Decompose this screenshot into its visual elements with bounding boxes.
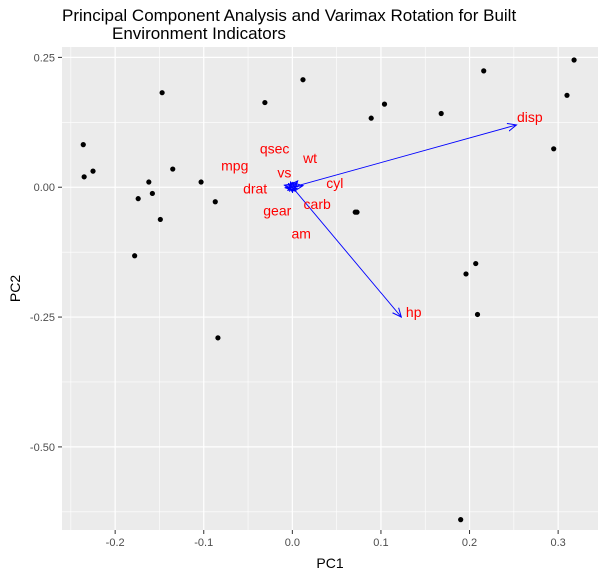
loading-label-mpg: mpg bbox=[221, 157, 248, 173]
score-point bbox=[90, 168, 96, 174]
score-point bbox=[132, 253, 138, 259]
y-tick-label: 0.00 bbox=[34, 182, 55, 194]
score-point bbox=[381, 101, 388, 107]
score-point bbox=[81, 174, 87, 180]
score-point bbox=[463, 271, 469, 277]
score-point bbox=[368, 115, 374, 121]
score-point bbox=[135, 196, 141, 202]
x-tick-label: -0.1 bbox=[194, 537, 213, 549]
y-axis-title: PC2 bbox=[7, 275, 23, 302]
score-point bbox=[481, 68, 487, 74]
loading-arrow-disp bbox=[292, 125, 516, 188]
x-tick-label: 0.1 bbox=[373, 537, 388, 549]
score-point bbox=[170, 166, 176, 172]
score-point bbox=[473, 260, 479, 267]
score-point bbox=[571, 57, 577, 63]
loading-label-gear: gear bbox=[263, 203, 291, 219]
grid-minor bbox=[62, 47, 598, 530]
score-point bbox=[474, 311, 481, 318]
loading-label-am: am bbox=[291, 225, 310, 241]
score-point bbox=[458, 517, 464, 523]
y-tick-label: -0.50 bbox=[30, 442, 55, 454]
loading-label-drat: drat bbox=[243, 180, 267, 196]
score-point bbox=[551, 146, 557, 152]
score-point bbox=[159, 90, 165, 96]
score-point bbox=[146, 179, 152, 185]
score-point bbox=[198, 179, 204, 185]
score-points bbox=[80, 57, 577, 523]
y-axis-ticks: 0.25 0.00 -0.25 -0.50 bbox=[30, 52, 62, 454]
score-point bbox=[438, 110, 444, 117]
chart-title-line-2: Environment Indicators bbox=[112, 24, 286, 43]
loading-label-qsec: qsec bbox=[260, 140, 290, 156]
score-point bbox=[215, 335, 221, 341]
x-tick-label: 0.2 bbox=[462, 537, 477, 549]
score-point bbox=[157, 216, 163, 223]
loading-label-disp: disp bbox=[517, 109, 543, 125]
score-point bbox=[262, 99, 268, 106]
score-point bbox=[80, 142, 86, 148]
chart-title-line-1: Principal Component Analysis and Varimax… bbox=[62, 6, 517, 25]
x-tick-label: -0.2 bbox=[106, 537, 125, 549]
loading-label-wt: wt bbox=[302, 150, 317, 166]
loading-arrow-hp bbox=[292, 186, 401, 317]
x-tick-label: 0.3 bbox=[550, 537, 565, 549]
score-point bbox=[300, 77, 306, 83]
grid-major bbox=[62, 47, 598, 530]
score-point bbox=[564, 92, 570, 98]
loading-label-vs: vs bbox=[277, 165, 291, 181]
score-point bbox=[354, 209, 360, 215]
loading-label-hp: hp bbox=[406, 304, 422, 320]
loading-label-carb: carb bbox=[304, 196, 331, 212]
score-point bbox=[149, 190, 155, 197]
loading-arrows bbox=[284, 125, 516, 317]
x-axis-ticks: -0.2 -0.1 0.0 0.1 0.2 0.3 bbox=[106, 530, 566, 549]
loading-label-cyl: cyl bbox=[326, 175, 343, 191]
x-axis-title: PC1 bbox=[316, 555, 343, 571]
y-tick-label: 0.25 bbox=[34, 52, 55, 64]
score-point bbox=[212, 199, 218, 205]
y-tick-label: -0.25 bbox=[30, 312, 55, 324]
x-tick-label: 0.0 bbox=[285, 537, 300, 549]
